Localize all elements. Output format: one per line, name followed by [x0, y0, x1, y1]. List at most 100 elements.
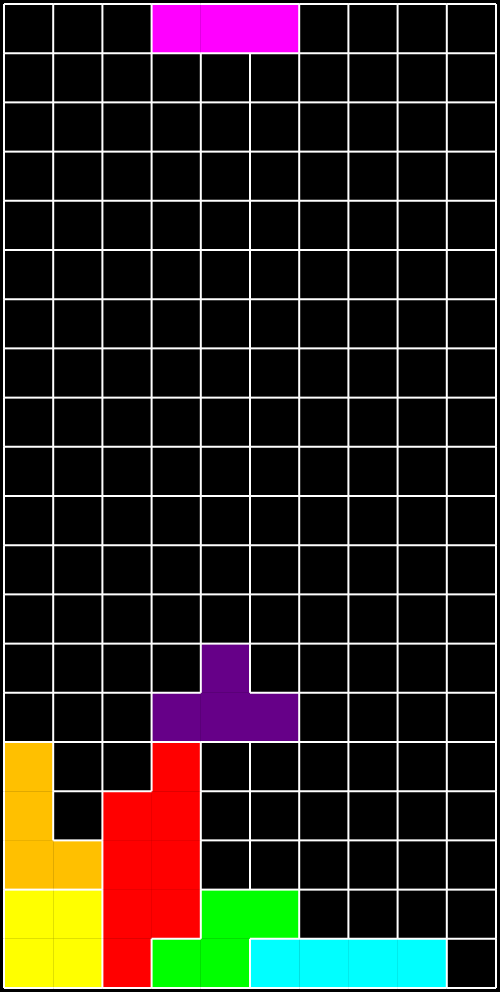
empty-cell	[446, 53, 496, 103]
l-piece-cell	[4, 791, 54, 841]
empty-cell	[299, 742, 349, 792]
o-piece-cell	[4, 889, 54, 939]
empty-cell	[53, 397, 103, 447]
s-piece-cell	[102, 889, 152, 939]
empty-cell	[446, 938, 496, 988]
empty-cell	[397, 250, 447, 300]
empty-cell	[348, 53, 398, 103]
s-piece-cell	[102, 791, 152, 841]
empty-cell	[102, 200, 152, 250]
empty-cell	[200, 250, 250, 300]
empty-cell	[446, 446, 496, 496]
empty-cell	[102, 102, 152, 152]
empty-cell	[250, 594, 300, 644]
empty-cell	[348, 889, 398, 939]
empty-cell	[348, 348, 398, 398]
empty-cell	[397, 545, 447, 595]
empty-cell	[446, 397, 496, 447]
empty-cell	[151, 594, 201, 644]
empty-cell	[200, 299, 250, 349]
empty-cell	[250, 102, 300, 152]
l-piece-cell	[53, 840, 103, 890]
empty-cell	[200, 742, 250, 792]
empty-cell	[348, 151, 398, 201]
empty-cell	[102, 446, 152, 496]
empty-cell	[102, 742, 152, 792]
empty-cell	[102, 643, 152, 693]
empty-cell	[151, 496, 201, 546]
empty-cell	[250, 397, 300, 447]
empty-cell	[446, 545, 496, 595]
empty-cell	[53, 348, 103, 398]
grid-lines	[3, 3, 497, 989]
empty-cell	[397, 348, 447, 398]
s-piece-cell	[151, 791, 201, 841]
empty-cell	[151, 545, 201, 595]
empty-cell	[250, 348, 300, 398]
empty-cell	[397, 791, 447, 841]
empty-cell	[446, 692, 496, 742]
empty-cell	[102, 250, 152, 300]
empty-cell	[348, 840, 398, 890]
empty-cell	[348, 496, 398, 546]
empty-cell	[102, 348, 152, 398]
empty-cell	[53, 200, 103, 250]
empty-cell	[348, 692, 398, 742]
l-piece-cell	[4, 840, 54, 890]
i-piece-cell	[250, 938, 300, 988]
empty-cell	[151, 643, 201, 693]
empty-cell	[53, 151, 103, 201]
empty-cell	[299, 840, 349, 890]
empty-cell	[397, 742, 447, 792]
t-piece-cell	[200, 692, 250, 742]
empty-cell	[4, 545, 54, 595]
empty-cell	[53, 594, 103, 644]
empty-cell	[446, 742, 496, 792]
o-piece-cell	[53, 938, 103, 988]
empty-cell	[348, 200, 398, 250]
empty-cell	[299, 496, 349, 546]
empty-cell	[53, 545, 103, 595]
empty-cell	[348, 643, 398, 693]
empty-cell	[397, 643, 447, 693]
empty-cell	[151, 397, 201, 447]
empty-cell	[102, 496, 152, 546]
empty-cell	[250, 643, 300, 693]
empty-cell	[299, 53, 349, 103]
s-piece-cell	[151, 742, 201, 792]
empty-cell	[200, 840, 250, 890]
empty-cell	[53, 53, 103, 103]
empty-cell	[348, 4, 398, 54]
empty-cell	[299, 545, 349, 595]
empty-cell	[102, 4, 152, 54]
empty-cell	[200, 446, 250, 496]
empty-cell	[250, 446, 300, 496]
empty-cell	[102, 692, 152, 742]
z-piece-cell	[200, 938, 250, 988]
empty-cell	[53, 791, 103, 841]
empty-cell	[397, 840, 447, 890]
i-piece-cell	[397, 938, 447, 988]
empty-cell	[4, 299, 54, 349]
empty-cell	[446, 102, 496, 152]
empty-cell	[53, 496, 103, 546]
empty-cell	[200, 200, 250, 250]
empty-cell	[53, 446, 103, 496]
empty-cell	[348, 250, 398, 300]
empty-cell	[397, 446, 447, 496]
empty-cell	[348, 594, 398, 644]
empty-cell	[151, 102, 201, 152]
empty-cell	[299, 397, 349, 447]
empty-cell	[446, 250, 496, 300]
empty-cell	[446, 200, 496, 250]
empty-cell	[53, 299, 103, 349]
empty-cell	[200, 397, 250, 447]
empty-cell	[299, 446, 349, 496]
empty-cell	[299, 889, 349, 939]
empty-cell	[446, 4, 496, 54]
empty-cell	[102, 545, 152, 595]
i-piece-cell	[348, 938, 398, 988]
empty-cell	[397, 102, 447, 152]
t-piece-cell	[250, 692, 300, 742]
